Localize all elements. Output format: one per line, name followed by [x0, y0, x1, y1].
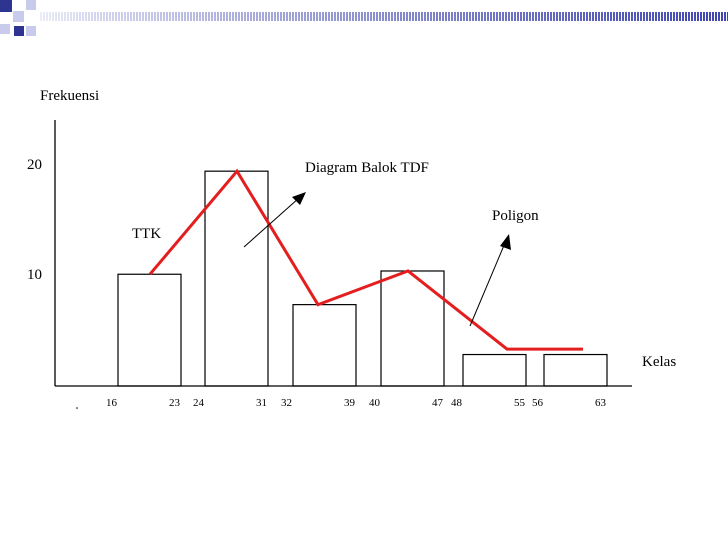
stray-dot: [76, 407, 78, 409]
x-tick-label: 23: [169, 397, 181, 409]
header-square: [26, 0, 36, 10]
histogram-bar: [204, 170, 269, 387]
header-square: [14, 26, 24, 36]
x-axis-label: Kelas: [642, 354, 676, 370]
x-tick-label: 63: [595, 397, 607, 409]
bar-diagram-annotation: Diagram Balok TDF: [305, 160, 429, 176]
header-square: [13, 11, 24, 22]
x-tick-label: 31: [256, 397, 267, 409]
header-square: [26, 26, 36, 36]
histogram-bar: [543, 353, 608, 387]
histogram-bar: [117, 273, 182, 387]
slide-header-bar: [0, 0, 728, 36]
y-tick-label: 20: [27, 157, 42, 173]
histogram-bar: [462, 353, 527, 387]
x-tick-label: 39: [344, 397, 356, 409]
y-axis-label: Frekuensi: [40, 88, 99, 104]
frequency-polygon-line: [148, 168, 583, 351]
ttk-annotation: TTK: [132, 226, 161, 242]
x-tick-label: 24: [193, 397, 205, 409]
polygon-annotation: Poligon: [492, 208, 539, 224]
x-tick-label: 56: [532, 397, 544, 409]
header-gradient-stripes: [40, 12, 728, 21]
y-tick-label: 10: [27, 267, 42, 283]
histogram-bar: [292, 304, 357, 387]
x-tick-label: 55: [514, 397, 526, 409]
bar-diagram-arrow: [243, 192, 306, 248]
histogram-bar: [380, 270, 445, 387]
header-square: [0, 0, 12, 12]
x-tick-label: 48: [451, 397, 463, 409]
header-square: [0, 24, 10, 34]
x-tick-label: 47: [432, 397, 444, 409]
x-tick-label: 16: [106, 397, 118, 409]
x-tick-label: 40: [369, 397, 381, 409]
x-tick-label: 32: [281, 397, 292, 409]
polygon-arrow: [469, 234, 511, 327]
